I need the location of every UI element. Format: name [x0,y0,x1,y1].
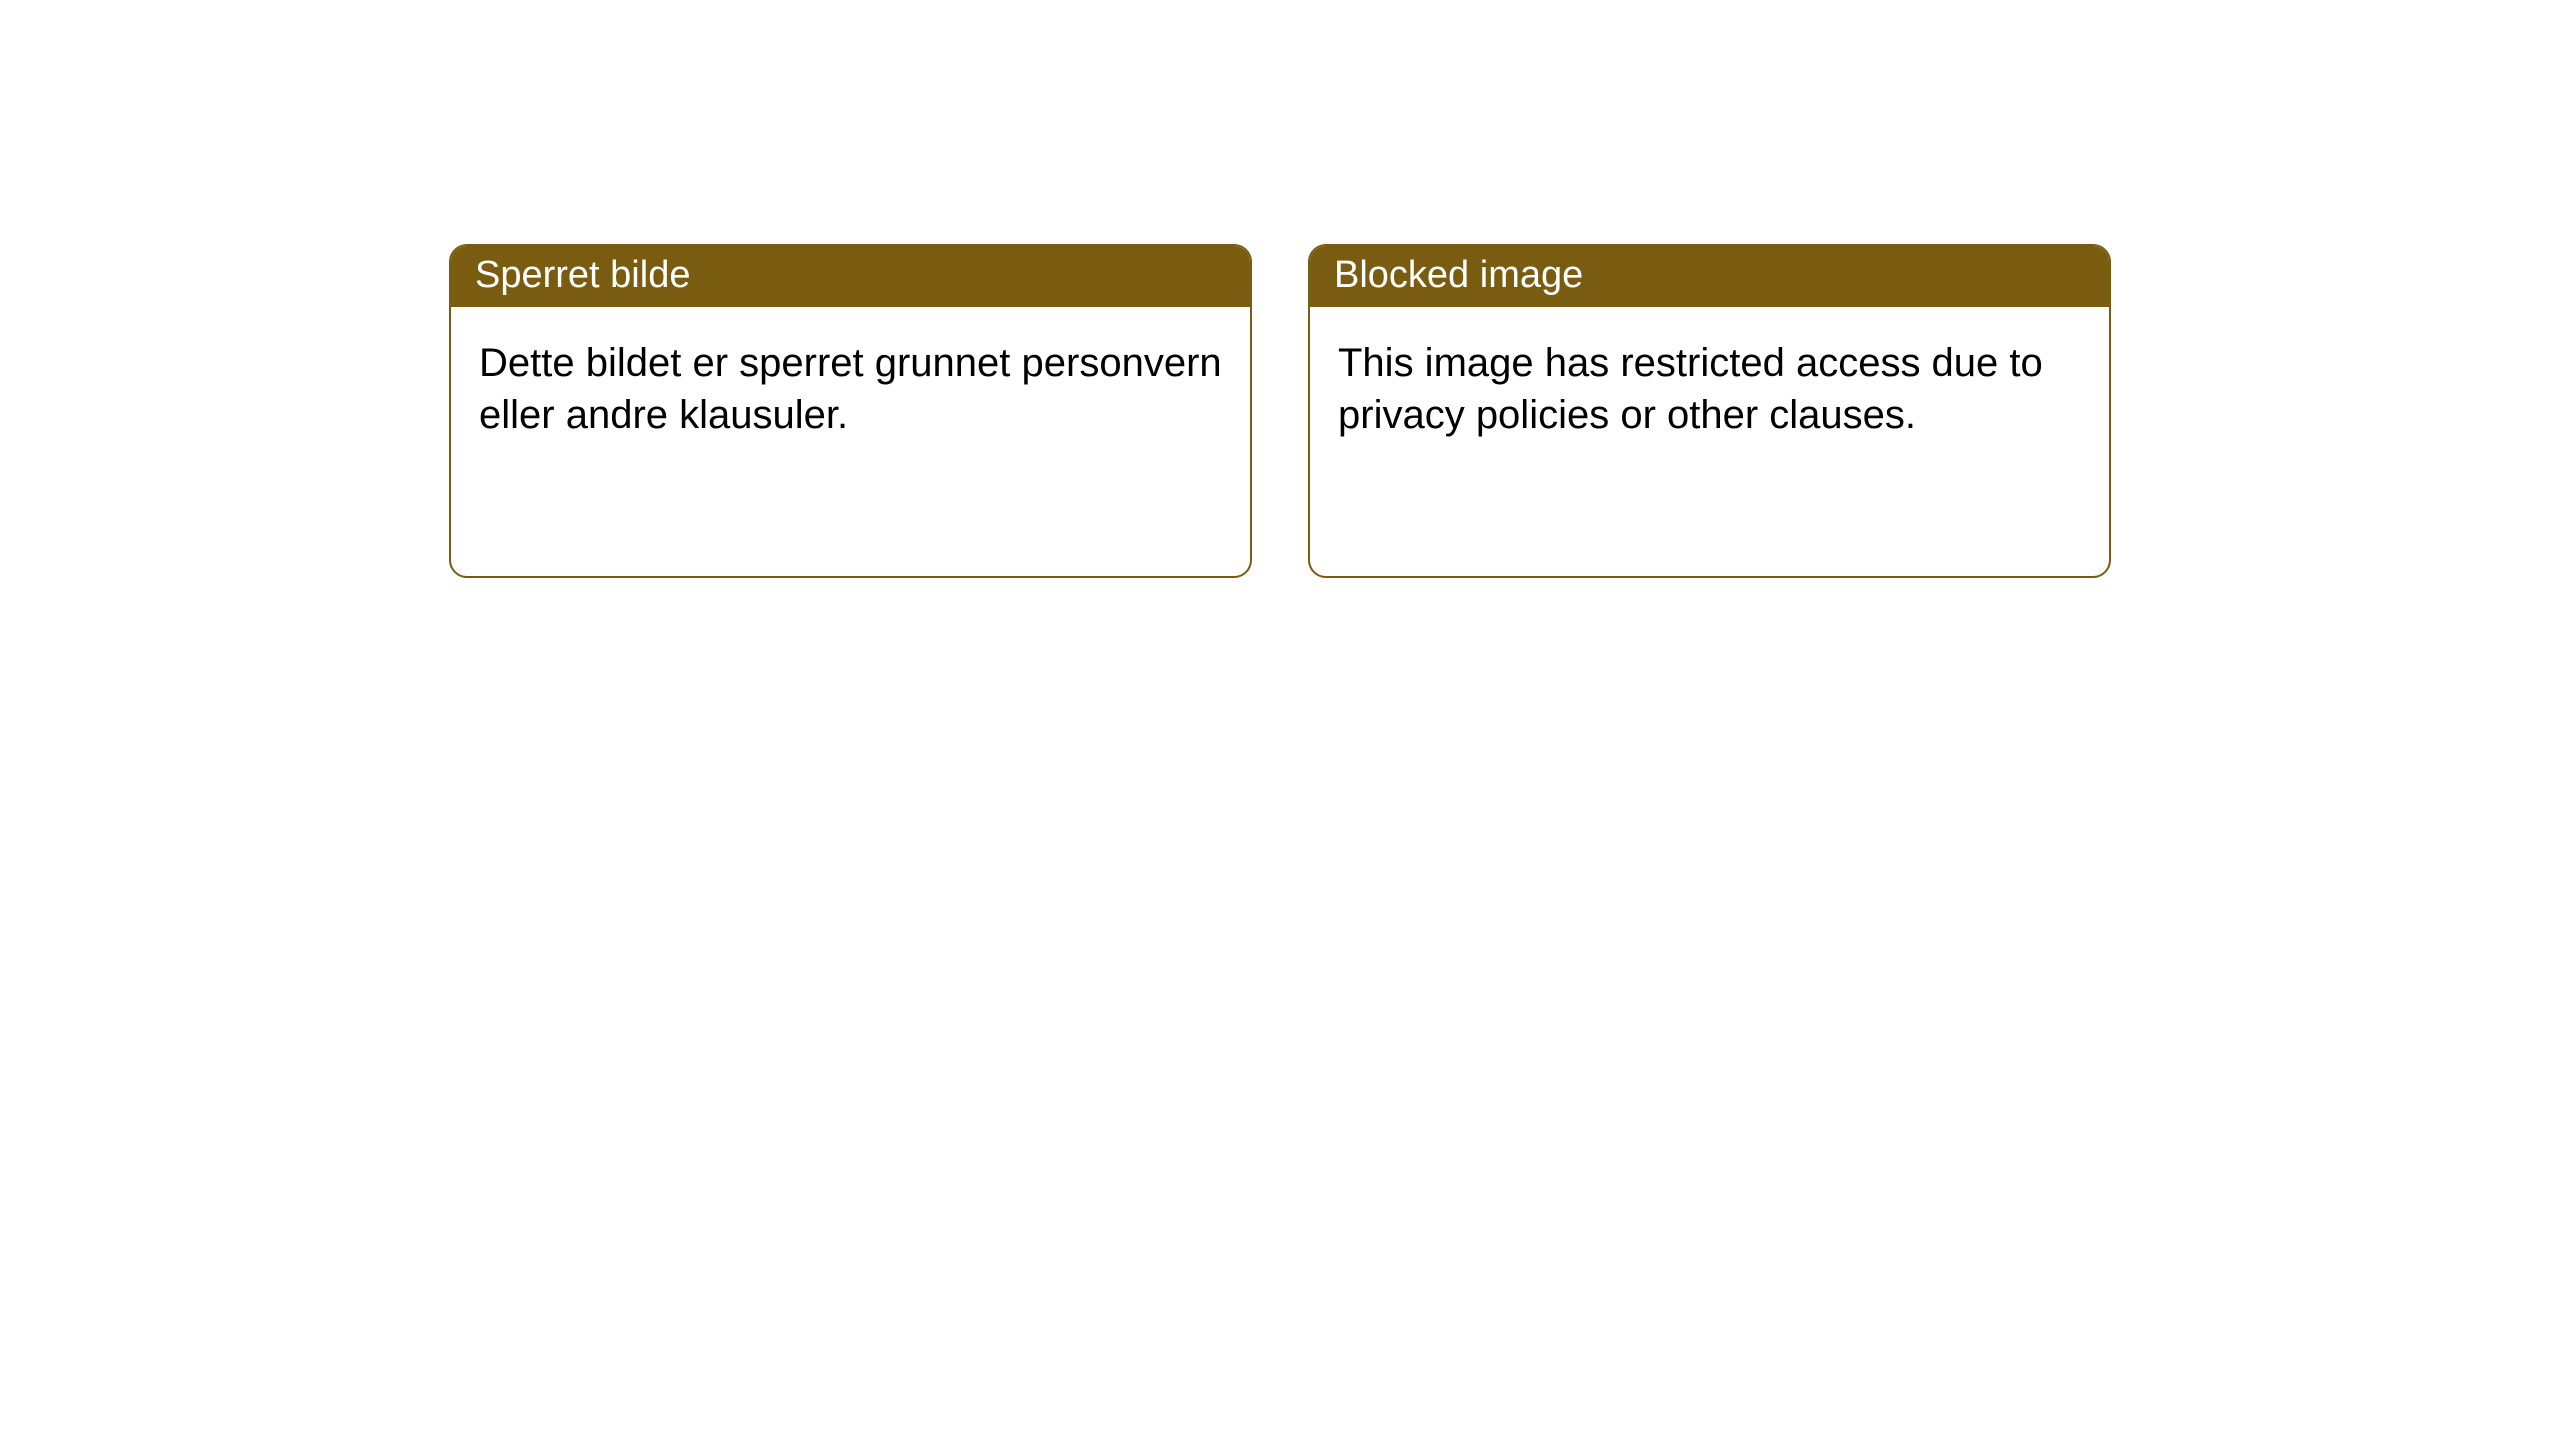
card-body-text: Dette bildet er sperret grunnet personve… [479,341,1222,437]
card-title: Sperret bilde [475,254,690,296]
card-body: This image has restricted access due to … [1310,307,2109,471]
card-body: Dette bildet er sperret grunnet personve… [451,307,1250,471]
blocked-image-card-no: Sperret bilde Dette bildet er sperret gr… [449,244,1252,578]
card-body-text: This image has restricted access due to … [1338,341,2043,437]
notice-container: Sperret bilde Dette bildet er sperret gr… [0,0,2560,578]
card-title: Blocked image [1334,254,1583,296]
card-header: Blocked image [1310,246,2109,307]
blocked-image-card-en: Blocked image This image has restricted … [1308,244,2111,578]
card-header: Sperret bilde [451,246,1250,307]
